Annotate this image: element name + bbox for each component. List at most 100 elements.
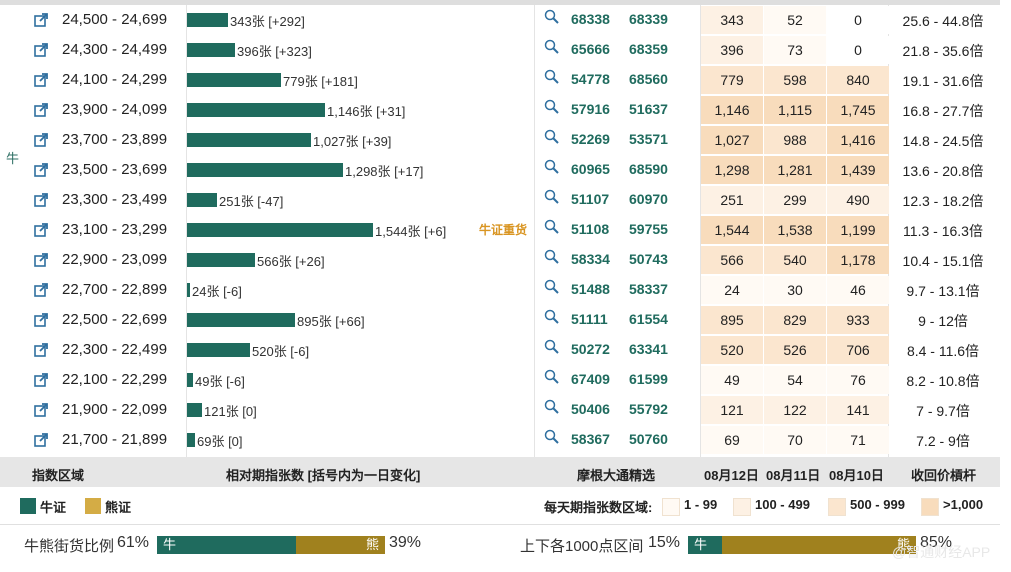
warrant-code[interactable]: 51637 bbox=[629, 101, 668, 117]
warrant-code[interactable]: 68338 bbox=[571, 11, 610, 27]
bull-swatch bbox=[20, 498, 36, 514]
day-count: 1,544 bbox=[701, 216, 763, 244]
warrant-code[interactable]: 68359 bbox=[629, 41, 668, 57]
external-link-icon[interactable] bbox=[34, 223, 48, 237]
warrant-code[interactable]: 50406 bbox=[571, 401, 610, 417]
street-ratio-label: 牛熊街货比例 bbox=[24, 538, 115, 555]
warrant-code[interactable]: 68590 bbox=[629, 161, 668, 177]
day-count: 540 bbox=[764, 246, 826, 274]
heavy-tag: 牛证重货 bbox=[479, 223, 528, 237]
bucket-swatch bbox=[921, 498, 939, 516]
search-icon[interactable] bbox=[544, 249, 560, 265]
quantity-bar bbox=[187, 433, 195, 447]
warrant-code[interactable]: 51488 bbox=[571, 281, 610, 297]
leverage-range: 10.4 - 15.1倍 bbox=[902, 253, 984, 269]
warrant-code[interactable]: 59755 bbox=[629, 221, 668, 237]
leverage-range: 7 - 9.7倍 bbox=[916, 403, 970, 419]
external-link-icon[interactable] bbox=[34, 133, 48, 147]
quantity-label: 895张 [+66] bbox=[297, 314, 365, 329]
external-link-icon[interactable] bbox=[34, 103, 48, 117]
warrant-code[interactable]: 58337 bbox=[629, 281, 668, 297]
external-link-icon[interactable] bbox=[34, 43, 48, 57]
table-row: 24,100 - 24,299 779张 [+181] 54778 68560 779 5… bbox=[0, 65, 1000, 95]
external-link-icon[interactable] bbox=[34, 313, 48, 327]
day-count: 122 bbox=[764, 396, 826, 424]
table-row: 23,700 - 23,899 1,027张 [+39] 52269 53571 1,0… bbox=[0, 125, 1000, 155]
external-link-icon[interactable] bbox=[34, 73, 48, 87]
warrant-code[interactable]: 51108 bbox=[571, 221, 610, 237]
day-count: 1,027 bbox=[701, 126, 763, 154]
warrant-code[interactable]: 67409 bbox=[571, 371, 610, 387]
index-range: 22,900 - 23,099 bbox=[62, 251, 168, 268]
warrant-code[interactable]: 52269 bbox=[571, 131, 610, 147]
search-icon[interactable] bbox=[544, 189, 560, 205]
search-icon[interactable] bbox=[544, 309, 560, 325]
search-icon[interactable] bbox=[544, 219, 560, 235]
search-icon[interactable] bbox=[544, 99, 560, 115]
day-count: 54 bbox=[764, 366, 826, 394]
table-row: 22,700 - 22,899 24张 [-6] 51488 58337 24 30 46 9… bbox=[0, 275, 1000, 305]
day-count: 988 bbox=[764, 126, 826, 154]
quantity-label: 49张 [-6] bbox=[195, 374, 245, 389]
day-count: 490 bbox=[827, 186, 889, 214]
external-link-icon[interactable] bbox=[34, 403, 48, 417]
search-icon[interactable] bbox=[544, 429, 560, 445]
day-count: 251 bbox=[701, 186, 763, 214]
day-count: 52 bbox=[764, 6, 826, 34]
quantity-bar bbox=[187, 373, 193, 387]
search-icon[interactable] bbox=[544, 9, 560, 25]
warrant-code[interactable]: 68339 bbox=[629, 11, 668, 27]
external-link-icon[interactable] bbox=[34, 433, 48, 447]
search-icon[interactable] bbox=[544, 129, 560, 145]
warrant-code[interactable]: 50743 bbox=[629, 251, 668, 267]
external-link-icon[interactable] bbox=[34, 373, 48, 387]
search-icon[interactable] bbox=[544, 399, 560, 415]
warrant-code[interactable]: 61599 bbox=[629, 371, 668, 387]
warrant-code[interactable]: 68560 bbox=[629, 71, 668, 87]
warrant-code[interactable]: 60965 bbox=[571, 161, 610, 177]
warrant-code[interactable]: 54778 bbox=[571, 71, 610, 87]
warrant-code[interactable]: 58367 bbox=[571, 431, 610, 447]
quantity-bar bbox=[187, 133, 311, 147]
warrant-code[interactable]: 55792 bbox=[629, 401, 668, 417]
external-link-icon[interactable] bbox=[34, 193, 48, 207]
warrant-code[interactable]: 65666 bbox=[571, 41, 610, 57]
index-range: 21,900 - 22,099 bbox=[62, 401, 168, 418]
index-range: 22,300 - 22,499 bbox=[62, 341, 168, 358]
day-count: 0 bbox=[827, 36, 889, 64]
external-link-icon[interactable] bbox=[34, 343, 48, 357]
warrant-code[interactable]: 61554 bbox=[629, 311, 668, 327]
search-icon[interactable] bbox=[544, 159, 560, 175]
street-ratio-bar: 牛 熊 bbox=[157, 536, 385, 554]
search-icon[interactable] bbox=[544, 339, 560, 355]
table-row: 22,500 - 22,699 895张 [+66] 51111 61554 895 82… bbox=[0, 305, 1000, 335]
header-range: 指数区域 bbox=[32, 468, 85, 483]
external-link-icon[interactable] bbox=[34, 13, 48, 27]
search-icon[interactable] bbox=[544, 69, 560, 85]
warrant-code[interactable]: 51111 bbox=[571, 311, 608, 327]
search-icon[interactable] bbox=[544, 279, 560, 295]
table-row: 23,100 - 23,299 1,544张 [+6] 牛证重货 51108 59755… bbox=[0, 215, 1000, 245]
warrant-code[interactable]: 60970 bbox=[629, 191, 668, 207]
search-icon[interactable] bbox=[544, 39, 560, 55]
external-link-icon[interactable] bbox=[34, 163, 48, 177]
external-link-icon[interactable] bbox=[34, 283, 48, 297]
warrant-code[interactable]: 51107 bbox=[571, 191, 610, 207]
table-row: 23,300 - 23,499 251张 [-47] 51107 60970 251 29… bbox=[0, 185, 1000, 215]
warrant-code[interactable]: 50760 bbox=[629, 431, 668, 447]
quantity-label: 520张 [-6] bbox=[252, 344, 310, 359]
warrant-code[interactable]: 53571 bbox=[629, 131, 668, 147]
external-link-icon[interactable] bbox=[34, 253, 48, 267]
warrant-code[interactable]: 50272 bbox=[571, 341, 610, 357]
warrant-code[interactable]: 57916 bbox=[571, 101, 610, 117]
day-count: 520 bbox=[701, 336, 763, 364]
leverage-range: 13.6 - 20.8倍 bbox=[902, 163, 984, 179]
day-count: 1,146 bbox=[701, 96, 763, 124]
day-count: 141 bbox=[827, 396, 889, 424]
leverage-range: 25.6 - 44.8倍 bbox=[902, 13, 984, 29]
bucket-label: 500 - 999 bbox=[850, 497, 905, 512]
warrant-code[interactable]: 63341 bbox=[629, 341, 668, 357]
day-count: 49 bbox=[701, 366, 763, 394]
warrant-code[interactable]: 58334 bbox=[571, 251, 610, 267]
search-icon[interactable] bbox=[544, 369, 560, 385]
